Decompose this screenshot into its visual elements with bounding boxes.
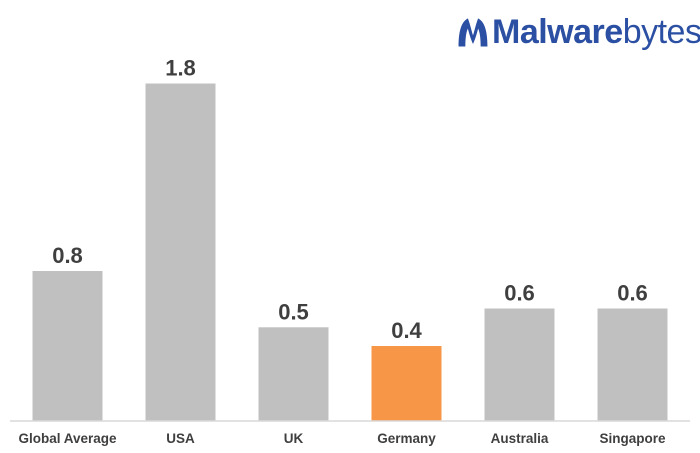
bar-uk bbox=[258, 327, 329, 422]
brand-name-bold: Malware bbox=[492, 13, 623, 51]
category-label-australia: Australia bbox=[491, 431, 549, 446]
value-label-singapore: 0.6 bbox=[617, 281, 648, 306]
category-label-singapore: Singapore bbox=[599, 431, 666, 446]
malwarebytes-logo: Malware bytes bbox=[456, 10, 700, 54]
category-label-usa: USA bbox=[166, 431, 195, 446]
bar-global-average bbox=[32, 271, 103, 421]
value-label-uk: 0.5 bbox=[278, 299, 309, 324]
bar-germany bbox=[371, 346, 442, 421]
malwarebytes-logo-icon bbox=[458, 18, 488, 47]
value-label-usa: 1.8 bbox=[165, 56, 196, 81]
bar-singapore bbox=[597, 308, 668, 421]
brand-name-light: bytes bbox=[622, 13, 700, 51]
bar-usa bbox=[145, 83, 216, 421]
value-label-germany: 0.4 bbox=[391, 318, 422, 343]
value-label-global-average: 0.8 bbox=[52, 243, 83, 268]
value-label-group: 0.8 1.8 0.5 0.4 0.6 0.6 bbox=[52, 56, 648, 344]
category-label-uk: UK bbox=[284, 431, 304, 446]
category-label-germany: Germany bbox=[377, 431, 436, 446]
bar-australia bbox=[484, 308, 555, 421]
category-label-group: Global Average USA UK Germany Australia Singa… bbox=[18, 431, 666, 446]
category-label-global-average: Global Average bbox=[18, 431, 117, 446]
bar-group bbox=[32, 83, 668, 422]
value-label-australia: 0.6 bbox=[504, 281, 535, 306]
